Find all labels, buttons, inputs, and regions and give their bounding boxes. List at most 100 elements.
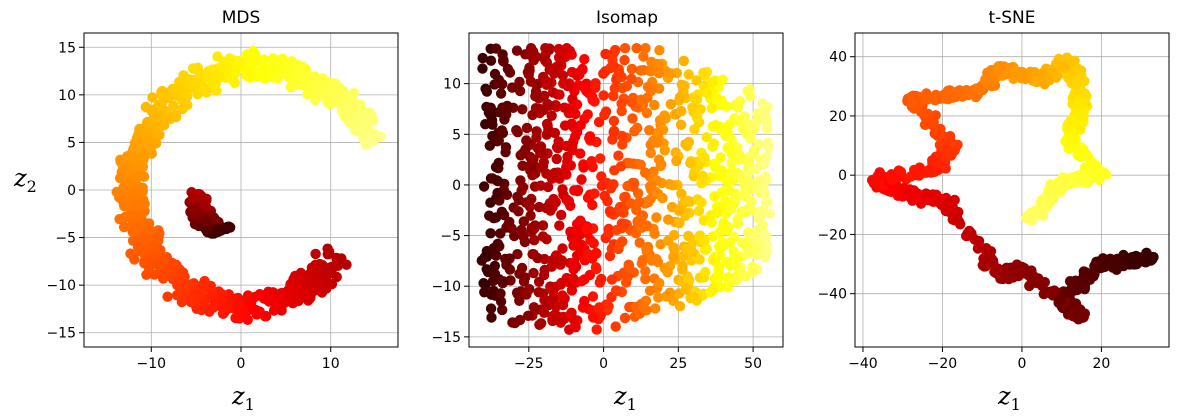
isomap-point — [591, 248, 602, 259]
isomap-points — [476, 43, 776, 335]
isomap-point — [521, 289, 532, 300]
tsne-point — [1075, 279, 1087, 290]
mds-point — [281, 69, 293, 80]
isomap-point — [576, 174, 587, 185]
mds-point — [348, 87, 359, 99]
isomap-point — [500, 147, 511, 158]
isomap-point — [678, 55, 689, 67]
tsne-point — [924, 164, 935, 175]
tsne-ytick-label: 20 — [829, 109, 847, 125]
isomap-point — [571, 99, 583, 110]
isomap-point — [518, 216, 529, 227]
isomap-point — [636, 222, 648, 233]
isomap-point — [595, 153, 606, 164]
isomap-point — [653, 68, 665, 79]
isomap-point — [529, 223, 540, 234]
isomap-point — [554, 173, 565, 184]
isomap-point — [554, 220, 565, 231]
mds-point — [185, 296, 197, 308]
tsne-xtick-label: 20 — [1093, 356, 1111, 372]
mds-point — [122, 165, 133, 176]
isomap-point — [557, 243, 568, 254]
mds-point — [124, 178, 135, 189]
isomap-point — [599, 190, 610, 202]
isomap-point — [561, 140, 572, 152]
isomap-point — [525, 210, 536, 221]
mds-point — [159, 88, 170, 99]
isomap-point — [542, 120, 553, 131]
isomap-point — [497, 79, 508, 90]
mds-point — [217, 61, 229, 73]
isomap-point — [694, 254, 705, 265]
tsne-point — [1080, 267, 1092, 278]
isomap-point — [613, 67, 625, 79]
isomap-point — [566, 49, 577, 60]
isomap-point — [696, 197, 707, 208]
isomap-point — [644, 285, 656, 296]
isomap-point — [591, 263, 602, 275]
tsne-point — [910, 192, 921, 203]
isomap-point — [698, 67, 709, 79]
isomap-point — [722, 142, 733, 154]
mds-point — [153, 232, 164, 243]
mds-point — [360, 139, 372, 151]
isomap-point — [626, 73, 637, 85]
isomap-point — [541, 79, 552, 91]
isomap-point — [603, 228, 614, 239]
isomap-point — [733, 99, 744, 110]
isomap-point — [495, 88, 507, 99]
isomap-point — [717, 99, 728, 111]
isomap-point — [489, 268, 501, 280]
isomap-point — [527, 109, 538, 121]
mds-point — [310, 248, 321, 260]
mds-point — [141, 134, 152, 146]
tsne-point — [1021, 213, 1032, 224]
mds-point — [142, 116, 153, 128]
tsne-point — [1049, 285, 1060, 296]
isomap-point — [528, 55, 539, 66]
mds-ticks: −10 0 10 −15 −10 −5 0 5 10 15 — [46, 40, 339, 372]
mds-point — [354, 120, 366, 131]
isomap-point — [540, 55, 551, 66]
tsne-points — [866, 52, 1159, 325]
isomap-point — [596, 180, 608, 191]
tsne-point — [941, 144, 953, 155]
mds-point — [259, 311, 271, 322]
tsne-point — [1072, 63, 1084, 75]
mds-xtick-label: 10 — [322, 356, 340, 372]
isomap-point — [691, 94, 703, 105]
isomap-point — [581, 223, 592, 235]
mds-point — [191, 190, 202, 201]
tsne-point — [980, 261, 991, 272]
tsne-point — [929, 128, 940, 139]
mds-xlabel: z1 — [231, 382, 255, 414]
tsne-ytick-label: 0 — [838, 168, 847, 184]
tsne-point — [1031, 76, 1042, 88]
tsne-point — [1088, 161, 1100, 173]
isomap-point — [485, 228, 496, 239]
isomap-point — [525, 76, 537, 87]
isomap-point — [653, 127, 664, 138]
isomap-point — [683, 136, 695, 148]
isomap-point — [757, 98, 768, 109]
isomap-point — [646, 180, 657, 192]
isomap-point — [640, 273, 651, 285]
mds-point — [152, 259, 164, 271]
isomap-point — [635, 212, 647, 224]
isomap-point — [675, 119, 687, 130]
tsne-point — [1051, 71, 1062, 82]
isomap-point — [491, 175, 502, 186]
mds-point — [192, 62, 203, 73]
mds-point — [170, 110, 181, 121]
mds-point — [111, 186, 122, 198]
isomap-point — [516, 224, 527, 236]
isomap-point — [738, 206, 750, 217]
tsne-point — [895, 166, 906, 177]
isomap-point — [664, 179, 675, 190]
isomap-point — [484, 140, 495, 151]
isomap-point — [549, 127, 561, 139]
isomap-point — [701, 132, 712, 143]
isomap-point — [616, 130, 628, 142]
mds-point — [310, 94, 321, 106]
isomap-point — [699, 235, 710, 246]
